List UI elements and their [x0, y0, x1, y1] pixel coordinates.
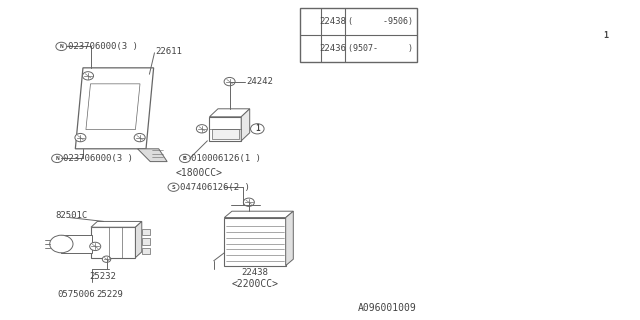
Circle shape: [52, 154, 63, 163]
Bar: [142, 238, 150, 245]
Bar: [142, 229, 150, 235]
Text: S: S: [172, 185, 175, 190]
Circle shape: [90, 242, 100, 251]
Polygon shape: [76, 68, 154, 149]
Circle shape: [196, 124, 207, 133]
Text: B: B: [183, 156, 187, 161]
Bar: [209, 117, 241, 141]
Polygon shape: [241, 109, 250, 141]
Polygon shape: [91, 221, 142, 227]
Circle shape: [102, 256, 111, 262]
Circle shape: [75, 133, 86, 142]
Text: 047406126(2 ): 047406126(2 ): [180, 183, 250, 192]
Polygon shape: [285, 211, 293, 266]
Text: 22436: 22436: [319, 44, 346, 53]
Polygon shape: [209, 109, 250, 117]
Bar: [212, 129, 239, 139]
Circle shape: [83, 72, 93, 80]
Polygon shape: [86, 84, 140, 130]
Circle shape: [168, 183, 179, 191]
Text: <1800CC>: <1800CC>: [175, 168, 223, 178]
Circle shape: [50, 235, 73, 253]
Text: N: N: [55, 156, 59, 161]
Text: 22611: 22611: [156, 47, 182, 56]
Circle shape: [56, 42, 67, 51]
Circle shape: [134, 133, 145, 142]
Bar: [61, 235, 92, 253]
Circle shape: [243, 198, 254, 206]
Text: <2200CC>: <2200CC>: [232, 279, 278, 289]
Text: 0575006: 0575006: [57, 290, 95, 299]
Polygon shape: [136, 221, 142, 258]
Text: 22438: 22438: [319, 17, 346, 26]
Circle shape: [250, 124, 264, 134]
Text: 25232: 25232: [89, 272, 116, 281]
Circle shape: [598, 29, 614, 42]
Text: N: N: [60, 44, 63, 49]
Bar: [142, 248, 150, 254]
Text: 023706000(3 ): 023706000(3 ): [68, 42, 138, 51]
Text: 023706000(3 ): 023706000(3 ): [63, 154, 133, 163]
Polygon shape: [138, 149, 167, 162]
Text: 010006126(1 ): 010006126(1 ): [191, 154, 261, 163]
Bar: [224, 218, 285, 266]
Text: 1: 1: [255, 124, 260, 133]
Circle shape: [179, 154, 191, 163]
Text: 25229: 25229: [96, 290, 123, 299]
Bar: [301, 8, 417, 62]
Bar: [91, 227, 136, 258]
Text: 82501C: 82501C: [55, 212, 87, 220]
Polygon shape: [224, 211, 293, 218]
Text: (      -9506): ( -9506): [348, 17, 413, 26]
Text: 1: 1: [604, 31, 609, 40]
Circle shape: [224, 77, 235, 86]
Text: 24242: 24242: [247, 77, 274, 86]
Text: A096001009: A096001009: [358, 303, 417, 313]
Text: (9507-      ): (9507- ): [348, 44, 413, 53]
Text: 22438: 22438: [241, 268, 268, 277]
